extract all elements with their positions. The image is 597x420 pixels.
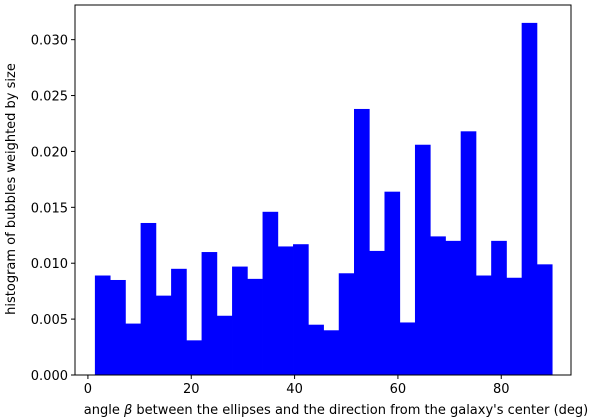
histogram-bar: [354, 108, 370, 375]
histogram-bar: [323, 330, 340, 375]
y-tick-label: 0.015: [31, 201, 68, 216]
histogram-bar: [186, 340, 202, 375]
histogram-bar: [475, 275, 492, 375]
y-tick-label: 0.000: [31, 369, 68, 384]
y-tick-label: 0.020: [31, 145, 68, 160]
histogram-bar: [140, 222, 157, 375]
histogram-bar: [308, 324, 324, 375]
histogram-bar: [521, 22, 538, 376]
x-tick-label: 20: [183, 382, 200, 397]
histogram-bar: [262, 211, 279, 375]
histogram-bar: [491, 240, 507, 375]
histogram-bar: [110, 279, 126, 375]
bars-group: [94, 22, 553, 376]
x-tick-label: 0: [84, 382, 92, 397]
histogram-bar: [171, 268, 187, 375]
histogram-bar: [247, 278, 263, 375]
y-axis-label: histogram of bubbles weighted by size: [4, 63, 19, 315]
histogram-bar: [125, 323, 142, 375]
y-tick-label: 0.030: [31, 34, 68, 49]
histogram-bar: [460, 131, 477, 375]
x-tick-label: 60: [390, 382, 407, 397]
y-tick-label: 0.010: [31, 257, 68, 272]
histogram-bar: [445, 240, 462, 375]
histogram-bar: [399, 322, 416, 375]
plot-frame: [74, 4, 572, 376]
histogram-bar: [430, 236, 446, 375]
histogram-bar: [277, 246, 294, 375]
histogram-bar: [369, 250, 385, 375]
y-tick-label: 0.025: [31, 90, 68, 105]
x-axis-label: angle β between the ellipses and the dir…: [84, 403, 588, 418]
y-tick-label: 0.005: [31, 313, 68, 328]
histogram-bar: [201, 252, 218, 375]
histogram-bar: [94, 275, 111, 375]
x-tick-label: 80: [493, 382, 510, 397]
histogram-bar: [384, 191, 401, 375]
histogram-bar: [216, 315, 233, 375]
histogram-bar: [338, 273, 355, 375]
histogram-bar: [506, 277, 523, 375]
ticks-group: 0 20 40 60 80 0.000 0.005 0.010 0.015 0.020 0.025 0…: [31, 34, 510, 397]
histogram-bar: [155, 295, 172, 375]
histogram-bar: [293, 244, 309, 375]
histogram-bar: [232, 266, 248, 375]
x-tick-label: 40: [286, 382, 303, 397]
histogram-bar: [414, 144, 431, 375]
histogram-bar: [536, 264, 553, 375]
